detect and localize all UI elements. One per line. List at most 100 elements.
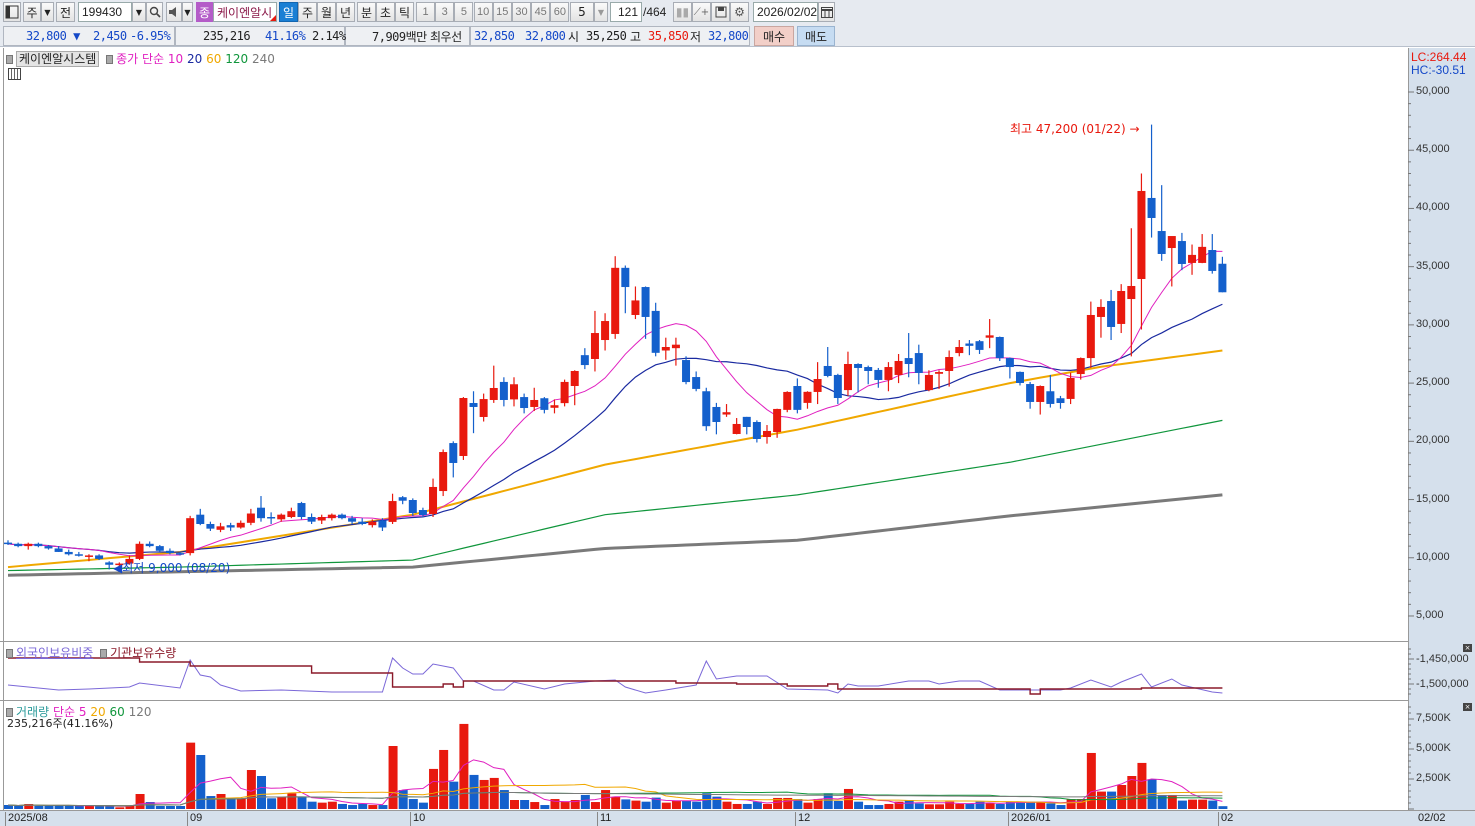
candle-up — [510, 384, 518, 400]
candle-down — [196, 514, 205, 524]
candle-down — [398, 497, 407, 501]
volume-label[interactable]: 거래량 — [16, 705, 50, 719]
period-type-select[interactable]: 주 — [23, 2, 41, 22]
interval-button[interactable]: 60 — [550, 2, 570, 22]
stock-tag[interactable]: 케이엔알시스템 — [16, 51, 100, 67]
high-annotation-text: 최고 47,200 (01/22) — [1010, 122, 1126, 136]
sell-button[interactable]: 매도 — [797, 26, 835, 46]
volume-bar — [429, 768, 439, 809]
volume-bar — [1005, 801, 1015, 809]
candle-up — [1036, 386, 1045, 402]
candle-down — [752, 421, 761, 439]
interval-button[interactable]: 3 — [435, 2, 455, 22]
volume-bar — [176, 806, 186, 809]
candle-down — [1046, 391, 1055, 404]
period-tab[interactable]: 틱 — [395, 2, 414, 22]
volume-bar — [783, 797, 793, 809]
date-input[interactable]: 2026/02/02 — [753, 2, 818, 22]
candle-down — [874, 369, 883, 380]
price-tick: 40,000 — [1416, 201, 1450, 214]
volume-bar — [955, 803, 965, 809]
stock-name-field[interactable]: 케이엔알시 — [213, 2, 277, 22]
volume-bar — [408, 799, 418, 809]
volume-bar — [965, 803, 975, 809]
interval-button[interactable]: 10 — [473, 2, 493, 22]
search-icon[interactable] — [146, 2, 163, 22]
candle-up — [1167, 236, 1176, 249]
candle-up — [479, 399, 488, 417]
period-tab[interactable]: 월 — [317, 2, 336, 22]
speaker-dropdown[interactable]: ▼ — [182, 2, 193, 22]
volume-bar — [418, 802, 428, 809]
candle-down — [580, 355, 589, 366]
stock-code-input[interactable]: 199430 — [78, 2, 132, 22]
volume-ma-label[interactable]: 단순 — [52, 705, 76, 719]
volume-bar — [732, 803, 742, 809]
interval-button[interactable]: 1 — [416, 2, 435, 22]
x-tick-label: 09 — [187, 812, 202, 826]
candle-down — [702, 391, 711, 427]
volume-bar — [44, 806, 54, 809]
interval-dropdown[interactable]: ▼ — [594, 2, 608, 22]
period-tab[interactable]: 주 — [298, 2, 317, 22]
volume-bar — [1177, 800, 1187, 809]
period-tab[interactable]: 초 — [376, 2, 395, 22]
speaker-icon[interactable] — [166, 2, 182, 22]
market-badge: 종 — [196, 2, 213, 22]
candle-up — [216, 526, 225, 530]
close-panel-icon[interactable]: × — [1463, 644, 1472, 652]
interval-button[interactable]: 5 — [454, 2, 474, 22]
volume-bar — [1117, 785, 1127, 809]
period-tab[interactable]: 분 — [357, 2, 376, 22]
foreign-label[interactable]: 외국인보유비중 — [16, 646, 94, 660]
right-axis[interactable] — [1408, 48, 1475, 826]
period-type-dropdown[interactable]: ▼ — [41, 2, 54, 22]
open-price: 35,250 — [586, 29, 627, 43]
ma-label[interactable]: 종가 단순 — [116, 52, 165, 66]
candle-up — [601, 321, 610, 341]
interval-button[interactable]: 30 — [512, 2, 531, 22]
prev-button[interactable]: 전 — [56, 2, 75, 22]
vma20-label: 20 — [90, 705, 106, 719]
volume-bar — [469, 774, 479, 809]
candle-down — [297, 503, 306, 518]
x-tick-label: 11 — [597, 812, 611, 826]
table-icon[interactable] — [8, 68, 21, 80]
price-tick: 30,000 — [1416, 317, 1450, 330]
close-panel-icon[interactable]: × — [1463, 703, 1472, 711]
save-icon[interactable] — [711, 2, 730, 22]
code-dropdown[interactable]: ▼ — [132, 2, 146, 22]
interval-button[interactable]: 45 — [531, 2, 551, 22]
volume-bar — [945, 801, 955, 809]
view-count-input[interactable]: 121 — [610, 2, 642, 22]
layout-icon[interactable] — [3, 2, 21, 22]
high-annotation: 최고 47,200 (01/22) → — [1010, 120, 1140, 137]
candle-down — [418, 510, 427, 516]
interval-select[interactable]: 5 — [570, 2, 594, 22]
volume-bar — [216, 794, 226, 809]
institution-label[interactable]: 기관보유수량 — [110, 646, 177, 660]
gear-icon[interactable]: ⚙ — [730, 2, 749, 22]
buy-button[interactable]: 매수 — [754, 26, 794, 46]
candle-up — [125, 558, 134, 564]
volume-bar — [813, 799, 823, 809]
candle-up — [388, 501, 397, 522]
price-tick: 45,000 — [1416, 143, 1450, 156]
period-tab[interactable]: 년 — [336, 2, 355, 22]
candle-down — [44, 546, 53, 549]
price-tick: 15,000 — [1416, 492, 1450, 505]
high-label: 고 — [630, 29, 641, 44]
candle-down — [641, 287, 650, 317]
volume-bar — [479, 779, 489, 809]
interval-button[interactable]: 15 — [492, 2, 512, 22]
volume-bar — [95, 806, 105, 809]
calendar-icon[interactable] — [818, 2, 835, 22]
candle-up — [489, 387, 498, 400]
candle-add-icon[interactable]: ▮▮ — [673, 2, 692, 22]
period-tab[interactable]: 일 — [279, 2, 298, 22]
candle-up — [924, 374, 933, 391]
line-add-icon[interactable]: ⟋+ — [692, 2, 711, 22]
volume-bar — [1167, 794, 1177, 809]
volume-ma5-line — [7, 759, 1223, 807]
